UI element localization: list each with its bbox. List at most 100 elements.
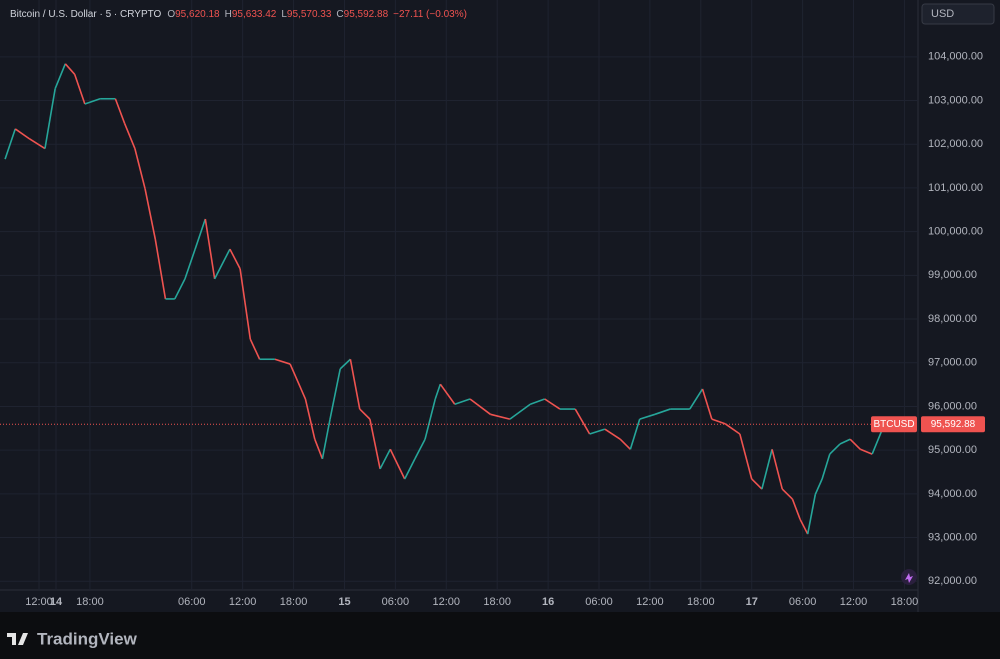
- ohlc-value: 95,592.88: [344, 9, 389, 20]
- price-segment: [701, 388, 713, 420]
- x-tick-label: 12:00: [25, 596, 53, 608]
- y-tick-label: 93,000.00: [928, 531, 977, 543]
- x-tick-label: 16: [542, 596, 554, 608]
- price-segment: [529, 398, 545, 406]
- price-segment: [724, 423, 741, 435]
- price-segment: [509, 403, 531, 420]
- price-segment: [860, 448, 873, 455]
- price-segment: [249, 338, 261, 360]
- x-tick-label: 15: [338, 596, 350, 608]
- x-tick-label: 14: [50, 596, 63, 608]
- price-segment: [289, 363, 307, 400]
- price-segment: [761, 449, 773, 490]
- symbol-title: Bitcoin / U.S. Dollar · 5 · CRYPTO: [10, 9, 162, 20]
- price-segment: [574, 408, 591, 435]
- price-segment: [739, 433, 753, 480]
- price-segment: [689, 388, 704, 410]
- price-segment: [604, 428, 621, 440]
- price-segment: [544, 398, 561, 410]
- x-tick-label: 12:00: [636, 596, 664, 608]
- brand: TradingView: [37, 629, 138, 648]
- y-tick-label: 98,000.00: [928, 313, 977, 325]
- y-tick-label: 101,000.00: [928, 182, 983, 194]
- ohlc-value: 95,570.33: [287, 9, 332, 20]
- price-segment: [54, 63, 67, 90]
- y-tick-label: 96,000.00: [928, 400, 977, 412]
- price-segment: [414, 438, 426, 460]
- x-tick-label: 18:00: [891, 596, 919, 608]
- x-tick-label: 06:00: [585, 596, 613, 608]
- price-segment: [184, 248, 196, 280]
- x-tick-label: 12:00: [840, 596, 868, 608]
- price-segment: [213, 248, 231, 280]
- price-segment: [64, 63, 76, 75]
- price-segment: [304, 398, 316, 440]
- price-segment: [424, 398, 437, 440]
- price-segment: [829, 443, 841, 455]
- ohlc-letter: L: [281, 9, 287, 20]
- price-segment: [174, 278, 186, 300]
- price-segment: [403, 458, 416, 480]
- currency[interactable]: USD: [931, 8, 954, 20]
- price-segment: [204, 218, 216, 279]
- logo-icon: [7, 633, 28, 645]
- price-segment: [379, 448, 391, 470]
- badge-icon: [905, 573, 913, 583]
- price-segment: [4, 128, 17, 160]
- change: −27.11 (−0.03%): [393, 9, 467, 20]
- ohlc-letter: H: [225, 9, 232, 20]
- ohlc-letter: C: [336, 9, 343, 20]
- ohlc-value: 95,633.42: [232, 9, 277, 20]
- price-segment: [814, 478, 823, 495]
- price-segment: [349, 359, 361, 410]
- y-tick-label: 100,000.00: [928, 226, 983, 238]
- x-tick-label: 06:00: [382, 596, 410, 608]
- currency-button[interactable]: [921, 3, 995, 25]
- price-segment: [849, 438, 861, 450]
- price-segment: [751, 478, 763, 490]
- header: Bitcoin / U.S. Dollar · 5 · CRYPTO O95,62…: [10, 9, 467, 20]
- price-segment: [329, 368, 342, 420]
- price-label: 95,592.88: [931, 419, 976, 430]
- x-tick-label: 18:00: [687, 596, 715, 608]
- x-tick-label: 12:00: [229, 596, 257, 608]
- price-segment: [123, 123, 136, 149]
- price-segment: [781, 488, 793, 500]
- x-tick-label: 12:00: [433, 596, 461, 608]
- price-segment: [654, 408, 671, 416]
- price-segment: [619, 438, 631, 450]
- x-tick-label: 17: [746, 596, 758, 608]
- logo: TradingView: [7, 629, 138, 648]
- price-segment: [799, 518, 809, 535]
- price-segment: [806, 494, 817, 535]
- price-segment: [154, 238, 167, 300]
- symbol-tag: [871, 416, 917, 433]
- price-segment: [239, 268, 252, 340]
- price-segment: [369, 418, 381, 470]
- price-segment: [359, 408, 371, 420]
- y-tick-label: 95,000.00: [928, 444, 977, 456]
- price-segment: [274, 358, 291, 365]
- price-segment: [314, 438, 324, 460]
- price-segment: [73, 74, 86, 105]
- price-segment: [490, 413, 511, 420]
- ohlc-letter: O: [167, 9, 175, 20]
- chart-background: [0, 0, 1000, 612]
- y-tick-label: 102,000.00: [928, 138, 983, 150]
- price-segment: [711, 418, 726, 425]
- x-tick-label: 06:00: [789, 596, 817, 608]
- price-segment: [791, 498, 801, 520]
- y-tick-label: 104,000.00: [928, 51, 983, 63]
- header-line: Bitcoin / U.S. Dollar · 5 · CRYPTO O95,62…: [10, 9, 467, 20]
- price-segment: [439, 383, 456, 405]
- price-segment: [871, 428, 884, 455]
- y-tick-label: 94,000.00: [928, 488, 977, 500]
- price-segment: [434, 383, 442, 400]
- x-tick-label: 18:00: [280, 596, 308, 608]
- y-tick-label: 103,000.00: [928, 94, 983, 106]
- y-tick-label: 97,000.00: [928, 357, 977, 369]
- price-segment: [194, 218, 207, 250]
- x-tick-label: 06:00: [178, 596, 206, 608]
- price-segment: [339, 358, 351, 370]
